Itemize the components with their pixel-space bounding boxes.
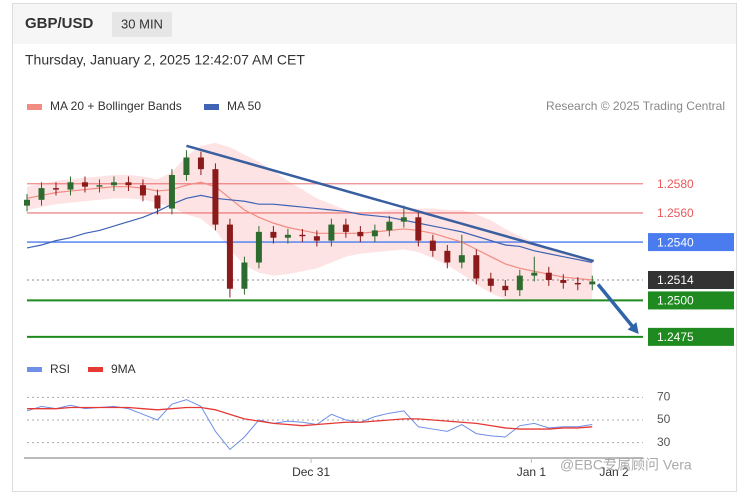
candle-body: [125, 182, 132, 186]
candle-body: [357, 231, 364, 237]
candle-body: [328, 224, 335, 241]
candle-body: [473, 255, 480, 279]
candle-body: [444, 250, 451, 263]
x-tick-label: Dec 31: [292, 465, 330, 479]
y-tick-label: 70: [657, 390, 671, 404]
credit: Research © 2025 Trading Central: [546, 99, 725, 113]
candle-body: [154, 195, 161, 209]
legend-label: MA 20 + Bollinger Bands: [50, 99, 182, 113]
candle-body: [226, 224, 233, 289]
level-label: 1.2560: [657, 206, 694, 220]
level-label: 1.2514: [657, 273, 694, 287]
candle-body: [560, 280, 567, 283]
candle-body: [400, 217, 407, 222]
candle-body: [255, 231, 262, 263]
candle-body: [67, 182, 74, 190]
forecast-arrow: [596, 283, 635, 329]
candle-body: [458, 255, 465, 263]
legend-label: MA 50: [227, 99, 261, 113]
level-label: 1.2500: [657, 294, 694, 308]
x-tick-label: Jan 2: [599, 465, 629, 479]
rsi-line: [27, 406, 593, 430]
level-label-box: [648, 327, 734, 346]
candle-body: [212, 169, 219, 225]
trendline: [186, 144, 595, 263]
candle-body: [38, 188, 45, 200]
candle-body: [299, 234, 306, 237]
candle-body: [415, 217, 422, 241]
x-tick-label: Jan 1: [517, 465, 547, 479]
timeframe-box: [112, 12, 172, 37]
candle-body: [386, 221, 393, 231]
y-tick-label: 50: [657, 412, 671, 426]
candle-body: [574, 282, 581, 285]
candle-body: [110, 182, 117, 186]
legend-label: 9MA: [111, 362, 136, 376]
candle-body: [429, 240, 436, 251]
candle-body: [24, 199, 30, 206]
candle-body: [168, 175, 175, 209]
legend-swatch: [88, 367, 103, 372]
candle-body: [139, 185, 146, 196]
candle-body: [313, 236, 320, 241]
candle-body: [502, 285, 509, 291]
chart-title: GBP/USD: [25, 15, 94, 32]
legend-swatch: [27, 367, 42, 372]
candle-body: [487, 278, 494, 286]
ma-line: [26, 181, 593, 281]
candle-body: [342, 224, 349, 232]
bollinger-band: [27, 142, 593, 301]
arrow-head: [627, 322, 639, 334]
candle-body: [197, 157, 204, 170]
legend-swatch: [27, 104, 42, 110]
level-label-box: [648, 233, 734, 252]
level-label: 1.2540: [657, 235, 694, 249]
candle-body: [96, 185, 103, 187]
ma-line: [26, 194, 593, 264]
candle-body: [270, 231, 277, 238]
level-label: 1.2580: [657, 177, 694, 191]
candle-body: [531, 272, 538, 276]
candle-body: [241, 262, 248, 289]
level-label-box: [648, 271, 734, 289]
legend-swatch: [204, 104, 219, 110]
candle-body: [545, 272, 552, 280]
candle-body: [589, 281, 596, 285]
candle-body: [52, 188, 59, 190]
candle-body: [516, 275, 523, 291]
y-tick-label: 30: [657, 435, 671, 449]
candle-body: [81, 182, 88, 187]
legend-label: RSI: [50, 362, 70, 376]
candle-body: [284, 234, 291, 238]
level-label: 1.2475: [657, 330, 694, 344]
candle-body: [371, 230, 378, 237]
level-label-box: [648, 291, 734, 310]
date: Thursday, January 2, 2025 12:42:07 AM CE…: [25, 52, 305, 68]
candle-body: [183, 157, 190, 175]
timeframe: 30 MIN: [121, 16, 163, 31]
watermark: @EBC专属顾问 Vera: [560, 457, 692, 473]
